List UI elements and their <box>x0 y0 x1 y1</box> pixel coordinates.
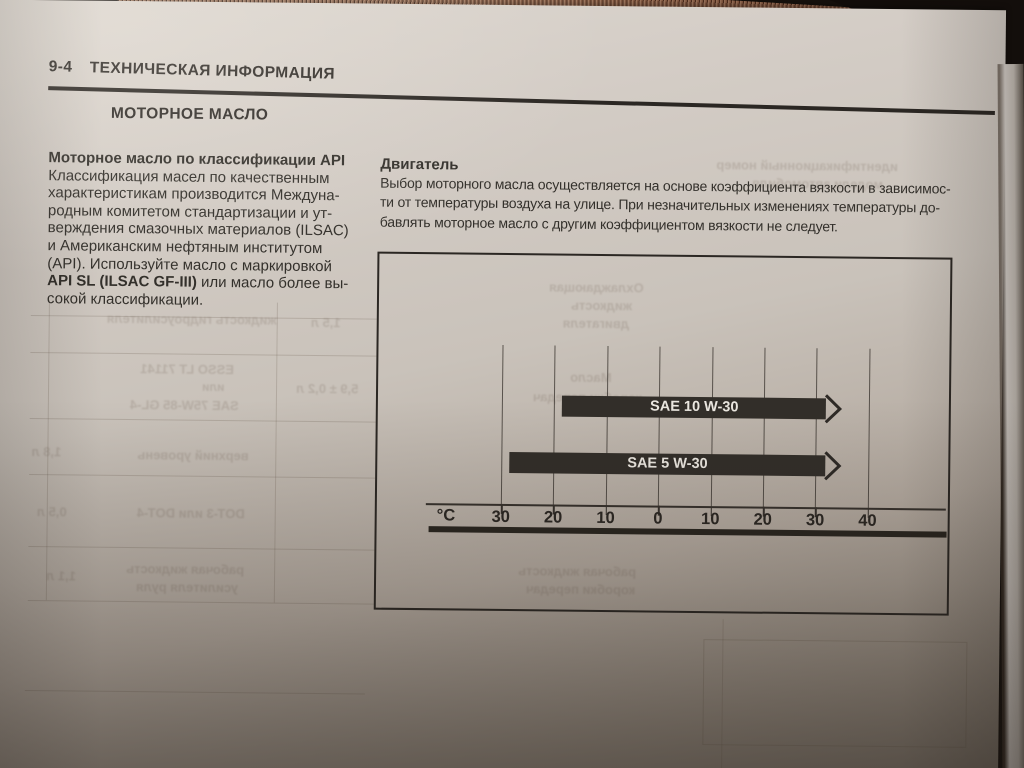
text-run: (API). Используйте масло с маркировкой <box>47 254 333 275</box>
left-paragraph-line: характеристикам производится Междуна- <box>48 184 340 204</box>
axis-tick-label: 10 <box>701 510 720 529</box>
viscosity-bar-label: SAE 5 W-30 <box>627 454 708 472</box>
ghost-table-line <box>27 599 374 605</box>
ghost-table-line <box>29 417 376 423</box>
axis-tick-label: 20 <box>543 508 563 527</box>
left-paragraph-line: (API). Используйте масло с маркировкой <box>47 255 332 275</box>
left-paragraph-line: сокой классификации. <box>47 290 203 309</box>
chart-gridline <box>658 346 661 506</box>
chart-gridline <box>815 348 818 508</box>
chart-gridline <box>762 347 766 507</box>
bold-phrase: API SL (ILSAC GF-III) <box>47 272 197 291</box>
text-run: родным комитетом стандартизации и ут- <box>47 201 333 222</box>
bleed-through-text: 1,5 л <box>310 314 341 331</box>
header-title: ТЕХНИЧЕСКАЯ ИНФОРМАЦИЯ <box>89 59 336 83</box>
bleed-through-text: 0,5 л <box>36 504 67 520</box>
left-paragraph-line: Классификация масел по качественным <box>48 167 329 187</box>
text-run: Классификация масел по качественным <box>48 166 330 187</box>
viscosity-chart: 30 20 10 0 10 20 30 40 SAE 10 W-30 SAE 5 W-30 °C <box>373 251 953 616</box>
header-block: 9-4 ТЕХНИЧЕСКАЯ ИНФОРМАЦИЯ <box>0 0 1007 165</box>
ghost-table-line <box>28 545 375 551</box>
axis-tick-label: 30 <box>805 511 825 530</box>
right-paragraph-line: бавлять моторное масло с другим коэффици… <box>379 213 838 235</box>
ghost-table-line <box>30 352 377 357</box>
axis-tick-label: 20 <box>753 510 772 529</box>
axis-tick-label: 10 <box>596 508 615 528</box>
bleed-through-text: ESSO LT 71141 <box>140 361 235 378</box>
ghost-figure-box <box>702 639 968 748</box>
section-title: МОТОРНОЕ МАСЛО <box>110 104 269 124</box>
chart-gridline <box>553 345 556 505</box>
chart-gridline <box>605 346 609 506</box>
page-right-edge <box>997 63 1024 768</box>
engine-heading: Двигатель <box>380 155 459 174</box>
bleed-through-text: или <box>201 379 225 395</box>
bleed-through-text: рабочая жидкость <box>126 561 245 578</box>
chart-gridline <box>867 348 871 508</box>
celsius-axis-label: °C <box>436 506 456 525</box>
bleed-through-text: SAE 75W-85 GL-4 <box>129 397 239 414</box>
chart-plot-area: 30 20 10 0 10 20 30 40 SAE 10 W-30 SAE 5 W-30 <box>379 254 950 538</box>
chart-gridline <box>710 347 714 507</box>
left-paragraph-line: родным комитетом стандартизации и ут- <box>48 202 332 222</box>
axis-tick-label: 0 <box>653 509 663 528</box>
ghost-table-line <box>24 689 365 695</box>
left-paragraph-line: и Американским нефтяным институтом <box>47 237 322 257</box>
axis-tick-label: 40 <box>858 511 877 530</box>
axis-tick-label: 30 <box>491 507 510 527</box>
bleed-through-text: DOT-3 или DOT-4 <box>136 505 245 522</box>
ghost-table-line <box>29 473 376 479</box>
bleed-through-text: верхний уровень <box>137 447 249 464</box>
viscosity-bar: SAE 5 W-30 <box>509 452 826 477</box>
page-number: 9-4 <box>48 58 73 76</box>
viscosity-bar-label: SAE 10 W-30 <box>650 397 739 415</box>
bleed-through-text: 5,9 ± 0,2 л <box>295 380 359 397</box>
viscosity-bar: SAE 10 W-30 <box>562 395 827 420</box>
bleed-through-text: жидкость гидроусилителя <box>106 310 277 328</box>
text-run: или масло более вы- <box>196 273 349 293</box>
text-run: и Американским нефтяным институтом <box>47 237 323 258</box>
bleed-through-text: 1,1 л <box>45 568 77 584</box>
open-arrow-head <box>825 394 843 424</box>
ghost-table-line <box>273 302 278 603</box>
open-arrow-head <box>824 451 842 481</box>
text-run: характеристикам производится Междуна- <box>47 184 340 205</box>
right-paragraph-line: ти от температуры воздуха на улице. При … <box>379 194 940 216</box>
text-run: сокой классификации. <box>46 289 204 309</box>
bleed-through-text: усилителя руля <box>135 579 239 596</box>
chart-gridline <box>500 344 504 504</box>
bleed-through-text: 1,8 л <box>31 444 62 460</box>
